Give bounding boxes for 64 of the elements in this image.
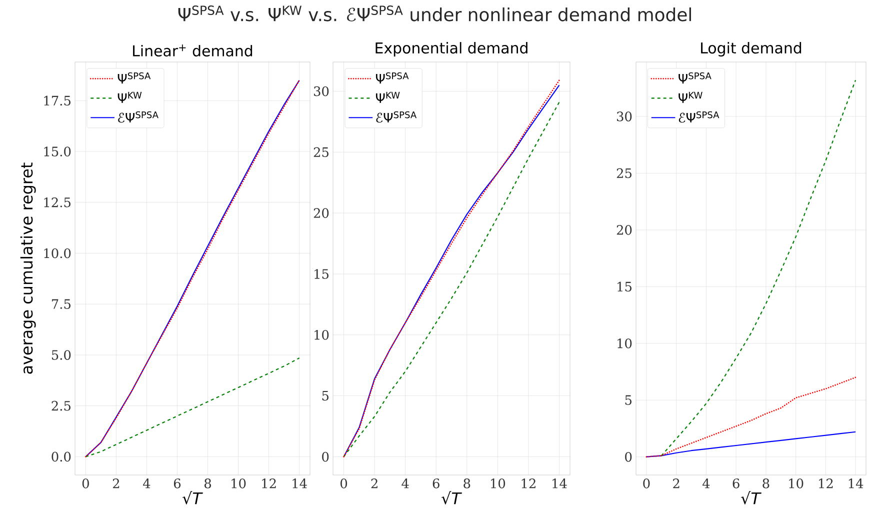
legend-label: Ψ$^{KW}$ <box>376 92 400 103</box>
legend-label: Ψ$^{SPSA}$ <box>678 72 712 84</box>
y-tick-label: 15.0 <box>44 146 71 156</box>
chart-title: Logit demand <box>701 42 802 56</box>
y-tick-label: 15 <box>618 282 632 292</box>
x-tick-label: 6 <box>174 478 181 488</box>
line-series <box>646 376 856 458</box>
x-tick-label: 10 <box>789 478 804 488</box>
x-tick-label: 4 <box>143 478 150 488</box>
x-tick-label: 8 <box>762 478 770 488</box>
x-tick-label: 10 <box>491 478 506 488</box>
x-tick-label: 0 <box>643 478 650 488</box>
y-tick-label: 25 <box>314 147 328 158</box>
x-tick-label: 2 <box>371 478 378 488</box>
y-tick-label: 12.5 <box>44 197 70 208</box>
y-tick-label: 0 <box>322 452 329 462</box>
y-tick-label: 5 <box>625 395 632 405</box>
y-tick-label: 10 <box>314 330 329 340</box>
x-tick-label: 4 <box>702 478 710 488</box>
chart-title: Linear$^{+}$ demand <box>133 44 252 57</box>
y-tick-label: 0.0 <box>52 452 71 462</box>
y-tick-label: 30 <box>314 86 329 96</box>
x-tick-label: 6 <box>432 478 440 488</box>
x-tick-label: 14 <box>292 478 307 488</box>
x-tick-label: 12 <box>522 478 536 488</box>
y-tick-label: 25 <box>616 168 632 178</box>
legend-label: ℰΨ$^{SPSA}$ <box>376 111 417 123</box>
x-tick-label: 4 <box>402 478 409 488</box>
x-tick-label: 10 <box>232 478 246 488</box>
y-tick-label: 10 <box>618 338 632 348</box>
y-tick-label: 0 <box>625 452 632 462</box>
y-tick-label: 30 <box>616 112 632 122</box>
x-tick-label: 0 <box>340 478 348 488</box>
y-tick-label: 2.5 <box>52 400 70 411</box>
y-tick-label: 17.5 <box>44 96 70 106</box>
x-axis-title: √T <box>182 491 203 504</box>
legend-label: Ψ$^{KW}$ <box>118 92 142 103</box>
x-tick-label: 8 <box>464 478 470 488</box>
legend-label: ℰΨ$^{SPSA}$ <box>118 111 158 123</box>
y-tick-label: 5 <box>322 391 328 401</box>
y-axis-title: average cumulative regret <box>20 162 36 374</box>
y-tick-label: 10.0 <box>44 248 71 258</box>
y-tick-label: 5.0 <box>52 350 71 360</box>
text: Ψ$^{SPSA}$ v.s. Ψ$^{KW}$ v.s. ℰΨ$^{SPSA}$ under nonlinear demand model <box>178 6 691 22</box>
x-tick-label: 14 <box>552 478 567 488</box>
legend-label: Ψ$^{SPSA}$ <box>376 72 409 84</box>
x-axis-title: √T <box>442 491 462 504</box>
x-tick-label: 14 <box>848 478 864 488</box>
legend-label: Ψ$^{SPSA}$ <box>118 72 151 84</box>
chart-title: Exponential demand <box>376 42 528 56</box>
x-tick-label: 6 <box>732 478 740 488</box>
x-tick-label: 2 <box>673 478 680 488</box>
x-tick-label: 8 <box>204 478 212 488</box>
y-tick-label: 7.5 <box>52 299 70 309</box>
y-tick-label: 20 <box>314 208 329 218</box>
x-tick-label: 12 <box>262 478 276 488</box>
x-tick-label: 0 <box>82 478 89 488</box>
x-axis-title: √T <box>741 491 762 504</box>
x-tick-label: 12 <box>819 478 833 488</box>
y-tick-label: 15 <box>314 269 328 279</box>
legend-label: ℰΨ$^{SPSA}$ <box>678 111 720 123</box>
x-tick-label: 2 <box>112 478 120 488</box>
y-tick-label: 20 <box>616 225 632 235</box>
legend-label: Ψ$^{KW}$ <box>678 92 702 103</box>
